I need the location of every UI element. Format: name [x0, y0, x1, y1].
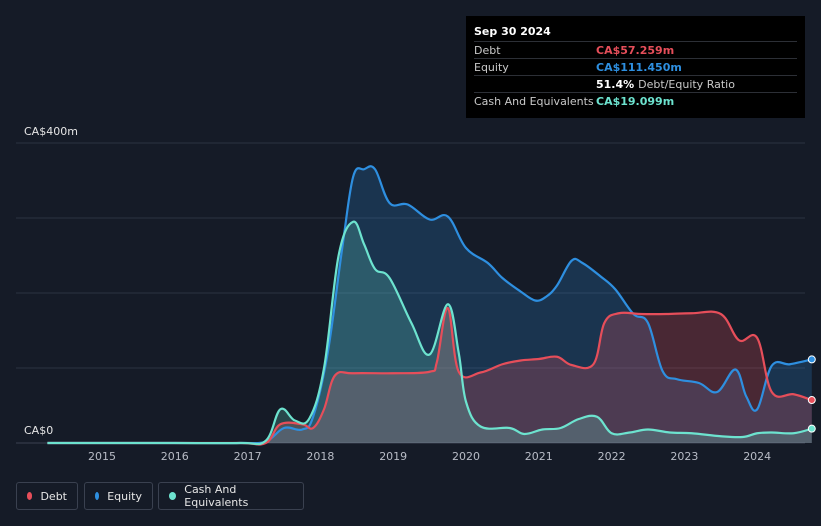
legend-item-equity[interactable]: Equity [84, 482, 153, 510]
x-tick-label: 2016 [161, 450, 189, 463]
tooltip-debt-label: Debt [474, 44, 501, 57]
legend-cash-label: Cash And Equivalents [184, 483, 249, 509]
x-tick-label: 2021 [525, 450, 553, 463]
debt-line [47, 306, 813, 446]
legend-debt-label: Debt [40, 489, 67, 503]
legend-item-debt[interactable]: Debt [16, 482, 78, 510]
cash-and-equivalents-end-point [807, 424, 816, 433]
cash-and-equivalents-area [47, 221, 812, 445]
debt-end-point [807, 396, 816, 405]
tooltip-row-debt: Debt CA$57.259m [474, 41, 797, 59]
tooltip-row-ratio: 51.4% Debt/Equity Ratio [474, 75, 797, 93]
x-tick-label: 2022 [598, 450, 626, 463]
equity-line [47, 165, 813, 445]
ratio-number: 51.4% [596, 78, 635, 91]
tooltip-equity-value: CA$111.450m [596, 61, 682, 74]
y-axis-top-label: CA$400m [24, 125, 78, 138]
tooltip-equity-label: Equity [474, 61, 509, 74]
y-axis-bottom-label: CA$0 [24, 424, 54, 437]
x-tick-label: 2017 [234, 450, 262, 463]
x-tick-label: 2018 [306, 450, 334, 463]
tooltip-row-cash: Cash And Equivalents CA$19.099m [474, 92, 797, 110]
tooltip-debt-value: CA$57.259m [596, 44, 675, 57]
equity-area [47, 166, 812, 444]
tooltip-panel: Sep 30 2024 Debt CA$57.259m Equity CA$11… [466, 16, 805, 118]
x-tick-label: 2019 [379, 450, 407, 463]
legend-equity-label: Equity [107, 489, 142, 503]
debt-area [47, 307, 812, 445]
equity-end-point [807, 355, 816, 364]
tooltip-date: Sep 30 2024 [474, 25, 551, 38]
tooltip-row-equity: Equity CA$111.450m [474, 58, 797, 76]
legend-debt-dot-icon [27, 492, 33, 500]
legend-equity-dot-icon [95, 492, 100, 500]
cash-and-equivalents-line [47, 220, 813, 446]
x-tick-label: 2024 [743, 450, 771, 463]
tooltip-ratio-value: 51.4% Debt/Equity Ratio [596, 78, 735, 91]
legend-item-cash[interactable]: Cash And Equivalents [158, 482, 304, 510]
x-tick-label: 2023 [670, 450, 698, 463]
tooltip-cash-value: CA$19.099m [596, 95, 675, 108]
ratio-suffix: Debt/Equity Ratio [638, 78, 735, 91]
tooltip-cash-label: Cash And Equivalents [474, 95, 594, 108]
legend-cash-dot-icon [169, 492, 177, 500]
x-tick-label: 2020 [452, 450, 480, 463]
x-tick-label: 2015 [88, 450, 116, 463]
